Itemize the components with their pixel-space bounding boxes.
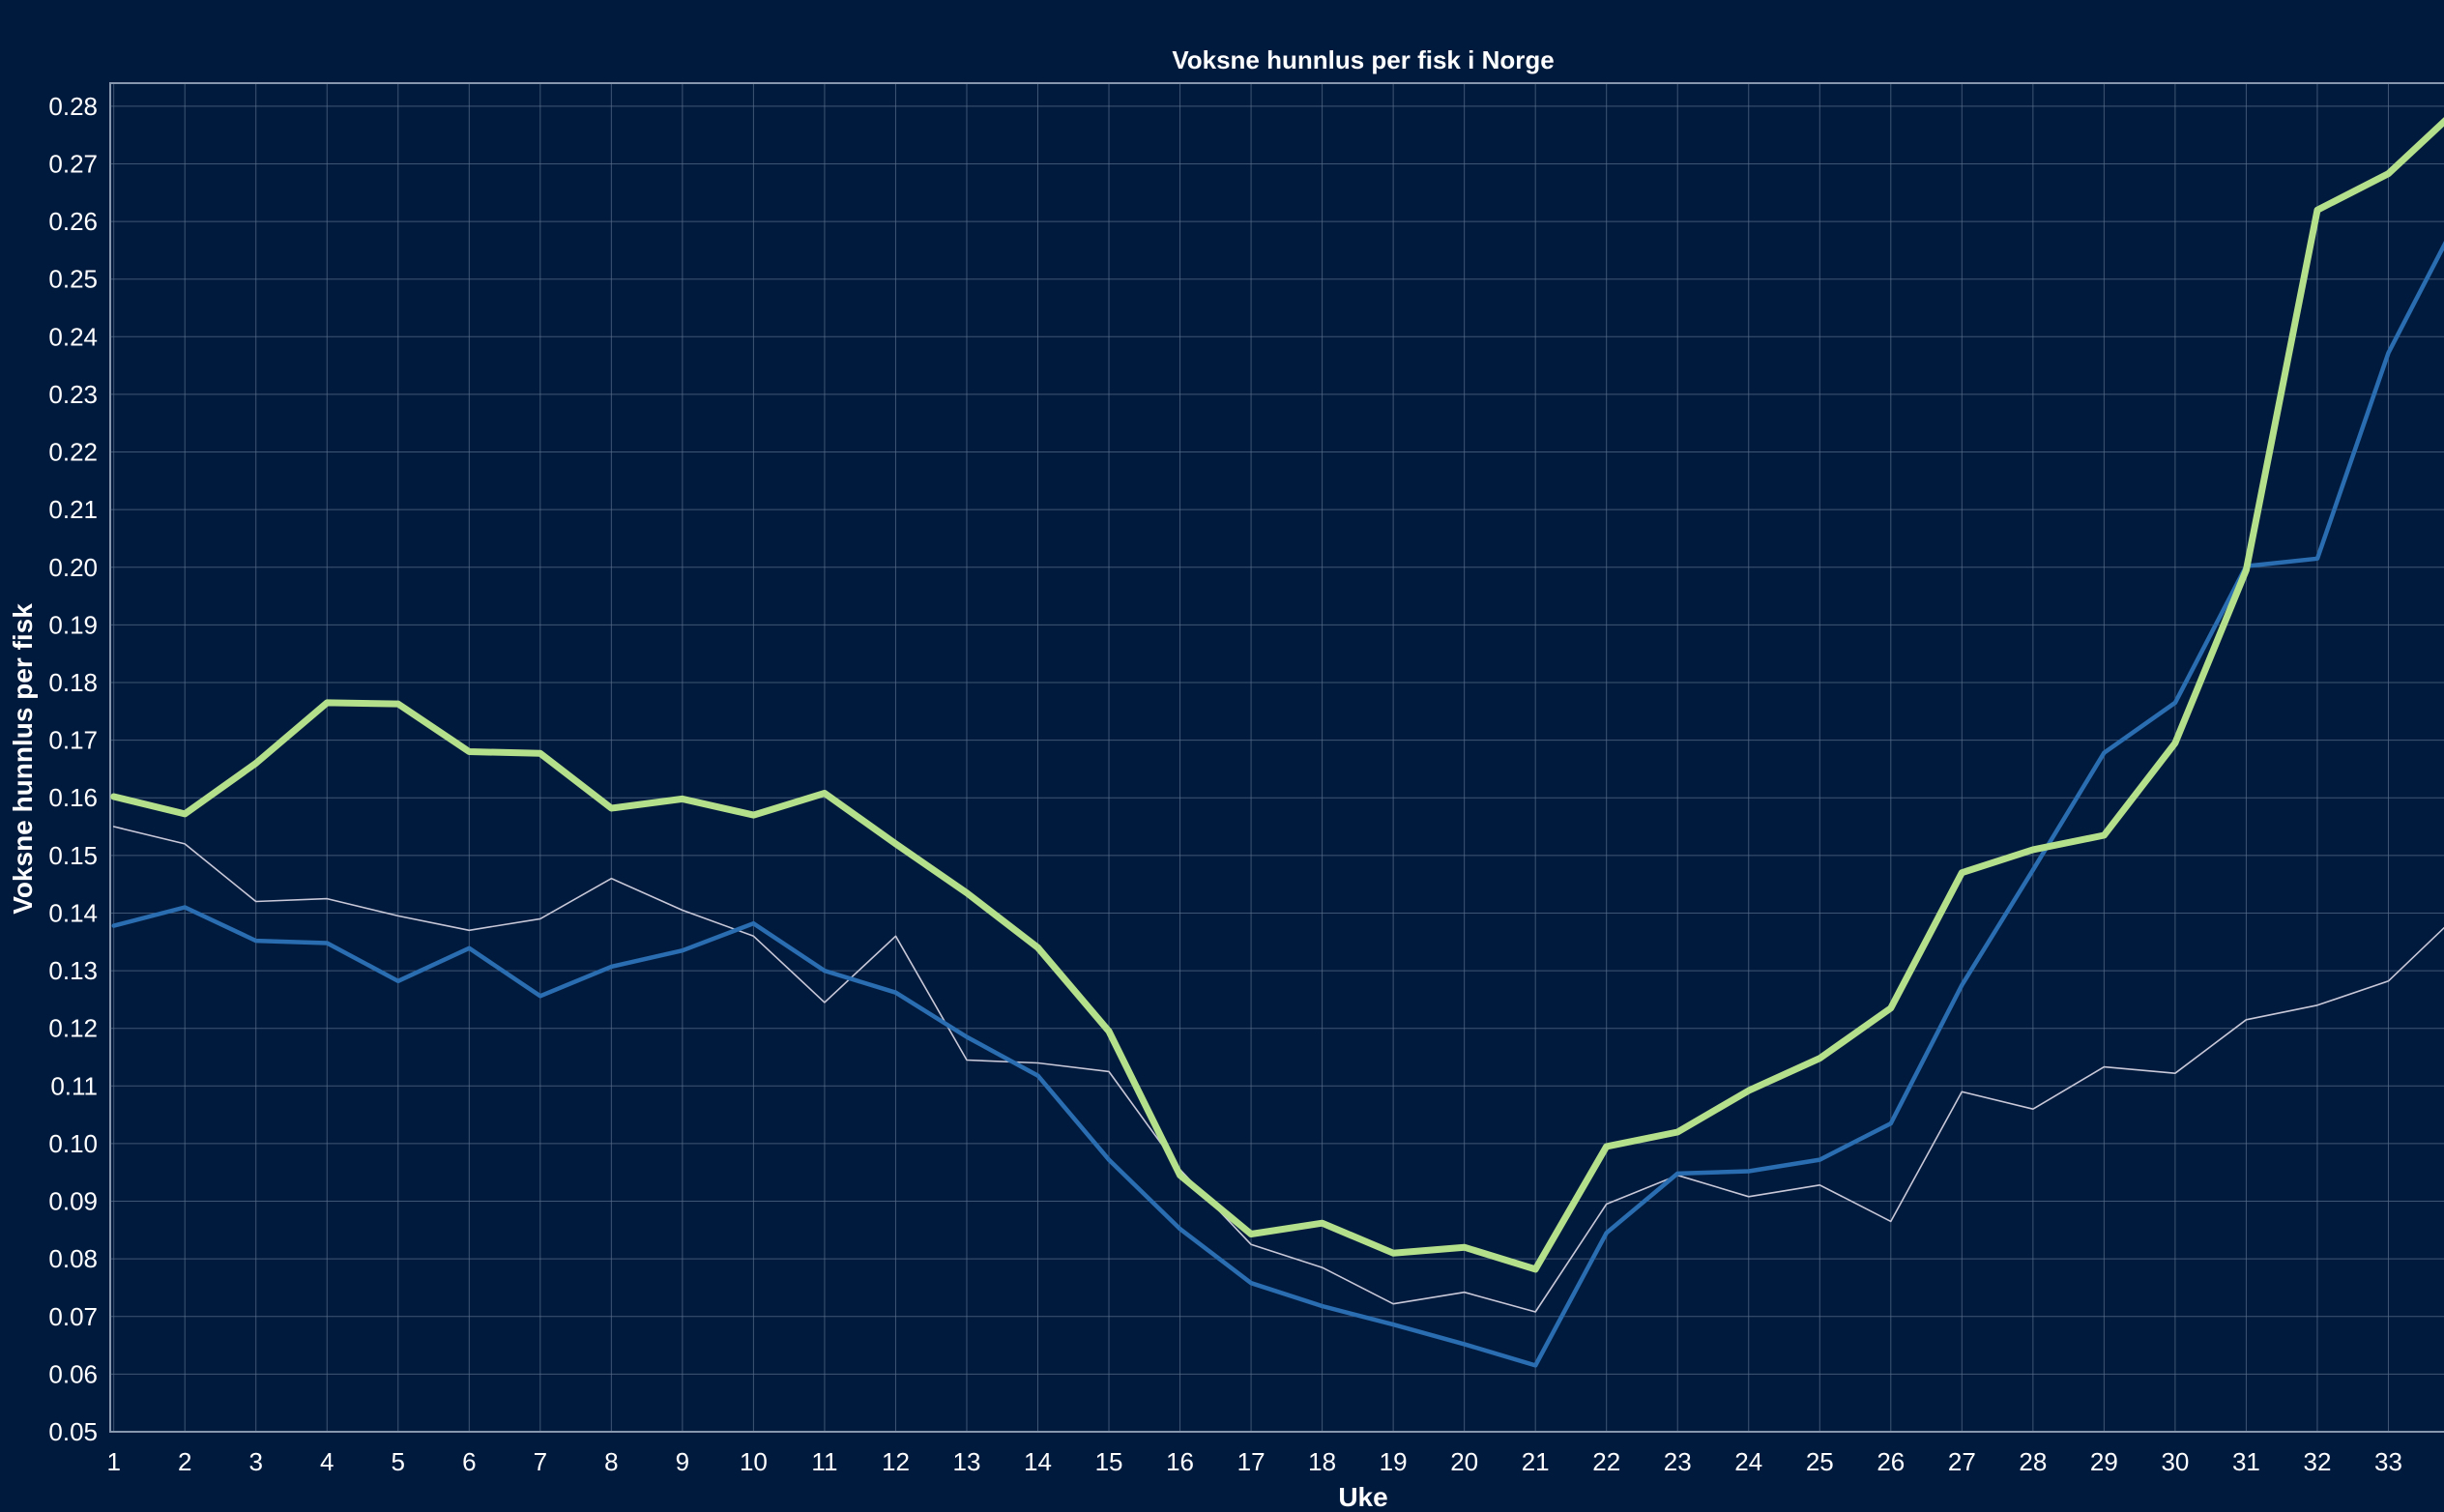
y-tick-label: 0.24 — [48, 322, 98, 351]
y-tick-label: 0.08 — [48, 1244, 98, 1273]
x-tick-label: 22 — [1592, 1447, 1620, 1476]
x-tick-label: 28 — [2019, 1447, 2047, 1476]
y-tick-label: 0.21 — [48, 495, 98, 524]
x-tick-label: 19 — [1380, 1447, 1408, 1476]
series-layer — [110, 117, 2444, 1368]
x-tick-label: 9 — [676, 1447, 689, 1476]
x-tick-label: 33 — [2374, 1447, 2402, 1476]
y-tick-label: 0.14 — [48, 898, 98, 927]
y-tick-label: 0.13 — [48, 956, 98, 985]
x-tick-label: 12 — [882, 1447, 910, 1476]
x-tick-label: 11 — [811, 1447, 837, 1476]
x-tick-label: 3 — [248, 1447, 262, 1476]
x-tick-label: 6 — [462, 1447, 476, 1476]
y-tick-label: 0.07 — [48, 1302, 98, 1331]
y-axis-tick-labels: 0.05 0.06 0.07 0.08 0.09 0.10 0.11 0.12 0.13 0.14… — [48, 92, 98, 1446]
x-tick-label: 1 — [106, 1447, 120, 1476]
x-tick-label: 30 — [2161, 1447, 2189, 1476]
y-tick-label: 0.17 — [48, 726, 98, 755]
y-tick-label: 0.19 — [48, 610, 98, 639]
y-tick-label: 0.18 — [48, 668, 98, 697]
y-tick-label: 0.05 — [48, 1417, 98, 1446]
x-tick-label: 10 — [740, 1447, 768, 1476]
series-line-2 — [111, 241, 2444, 1368]
x-tick-label: 26 — [1877, 1447, 1905, 1476]
x-tick-label: 14 — [1024, 1447, 1052, 1476]
y-tick-label: 0.16 — [48, 783, 98, 812]
x-tick-label: 2 — [178, 1447, 191, 1476]
x-tick-label: 15 — [1095, 1447, 1123, 1476]
y-axis-title: Voksne hunnlus per fisk — [8, 603, 38, 915]
x-tick-label: 20 — [1450, 1447, 1478, 1476]
x-tick-label: 32 — [2303, 1447, 2331, 1476]
x-tick-label: 27 — [1948, 1447, 1976, 1476]
y-tick-label: 0.25 — [48, 265, 98, 294]
x-tick-label: 29 — [2090, 1447, 2118, 1476]
x-tick-label: 8 — [604, 1447, 618, 1476]
y-tick-label: 0.10 — [48, 1129, 98, 1158]
y-tick-label: 0.09 — [48, 1187, 98, 1216]
plot-area-frame — [109, 82, 2444, 1433]
x-tick-label: 13 — [953, 1447, 981, 1476]
x-tick-label: 4 — [320, 1447, 334, 1476]
x-tick-label: 16 — [1166, 1447, 1194, 1476]
y-tick-label: 0.23 — [48, 380, 98, 409]
x-axis-tick-labels: 1 2 3 4 5 6 7 8 9 10 11 12 13 14 15 16 17 18 19 20 21 22 23 24 2… — [106, 1447, 2402, 1476]
x-tick-label: 21 — [1522, 1447, 1550, 1476]
x-tick-label: 17 — [1237, 1447, 1266, 1476]
x-tick-label: 7 — [534, 1447, 547, 1476]
y-tick-label: 0.20 — [48, 553, 98, 582]
x-tick-label: 5 — [392, 1447, 405, 1476]
x-tick-label: 23 — [1664, 1447, 1692, 1476]
chart-title: Voksne hunnlus per fisk i Norge — [1172, 45, 1554, 74]
y-tick-label: 0.27 — [48, 149, 98, 178]
y-tick-label: 0.06 — [48, 1359, 98, 1388]
x-tick-label: 25 — [1806, 1447, 1834, 1476]
y-tick-label: 0.28 — [48, 92, 98, 121]
y-tick-label: 0.22 — [48, 438, 98, 467]
y-tick-label: 0.11 — [50, 1071, 98, 1100]
x-tick-label: 24 — [1734, 1447, 1762, 1476]
y-tick-label: 0.26 — [48, 207, 98, 236]
gridlines — [110, 83, 2444, 1433]
x-tick-label: 31 — [2232, 1447, 2260, 1476]
x-tick-label: 18 — [1308, 1447, 1336, 1476]
x-axis-title: Uke — [1338, 1482, 1387, 1507]
y-tick-label: 0.15 — [48, 841, 98, 870]
y-tick-label: 0.12 — [48, 1014, 98, 1043]
series-line-1 — [112, 826, 2444, 1313]
series-line-3 — [110, 117, 2444, 1273]
